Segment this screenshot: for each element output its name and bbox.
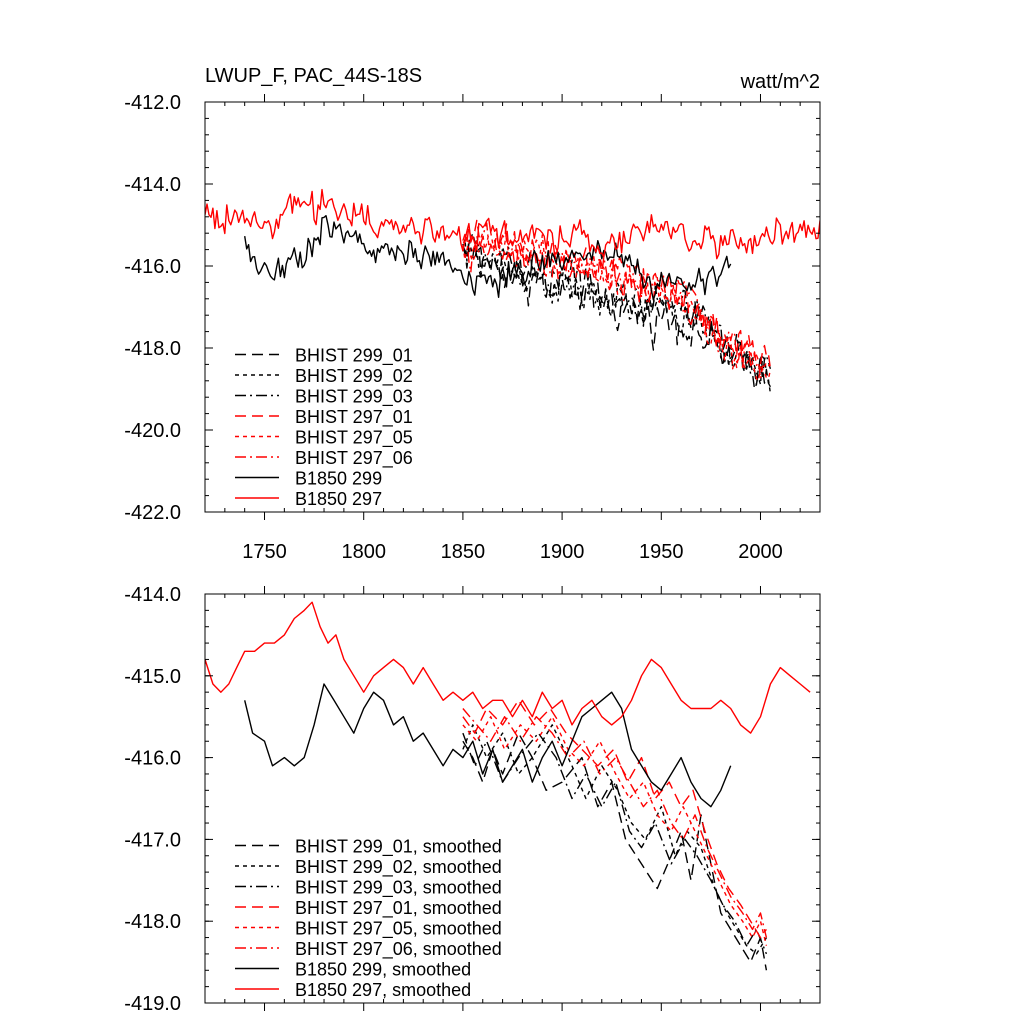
- x-tick-label: 1950: [639, 541, 684, 563]
- series-line: [462, 699, 767, 939]
- panel-1: -412.0 -414.0 -416.0 -418.0 -420.0 -422.0 1750…: [124, 65, 821, 563]
- series-line: [205, 601, 811, 734]
- y-tick-label: -412.0: [124, 92, 181, 114]
- plot-frame: [204, 593, 821, 1004]
- units-label: watt/m^2: [740, 71, 820, 93]
- y-tick-label: -415.0: [124, 666, 181, 688]
- series-group: [205, 188, 820, 394]
- y-tick-label: -418.0: [124, 911, 181, 933]
- y-tick-label: -417.0: [124, 829, 181, 851]
- y-tick-label: -418.0: [124, 338, 181, 360]
- y-tick-label: -416.0: [124, 748, 181, 770]
- series-line: [205, 188, 820, 260]
- legend-label: BHIST 297_01: [295, 407, 413, 428]
- legend-label: BHIST 299_03: [295, 387, 413, 408]
- x-tick-label: 1850: [441, 541, 486, 563]
- y-tick-label: -414.0: [124, 584, 181, 606]
- series-group: [205, 601, 811, 971]
- y-tick-label: -416.0: [124, 256, 181, 278]
- series-line: [462, 233, 772, 387]
- chart-title: LWUP_F, PAC_44S-18S: [205, 65, 422, 87]
- plot-frame: [204, 101, 821, 513]
- series-line: [462, 724, 767, 955]
- legend-label: BHIST 297_05: [295, 428, 413, 449]
- panel-2: -414.0 -415.0 -416.0 -417.0 -418.0 -419.0 BHIS…: [124, 584, 821, 1015]
- y-tick-label: -419.0: [124, 993, 181, 1015]
- series-line: [462, 708, 768, 938]
- legend-label: BHIST 299_02, smoothed: [295, 857, 502, 878]
- series-line: [244, 683, 732, 808]
- series-line: [462, 231, 772, 382]
- series-line: [462, 732, 768, 955]
- legend-label: BHIST 297_01, smoothed: [295, 898, 502, 919]
- y-tick-label: -414.0: [124, 174, 181, 196]
- series-line: [244, 215, 732, 301]
- legend-label: BHIST 299_01, smoothed: [295, 837, 502, 858]
- legend-label: BHIST 297_06, smoothed: [295, 939, 502, 960]
- x-tick-label: 2000: [738, 541, 783, 563]
- x-tick-label: 1750: [242, 541, 287, 563]
- legend-label: B1850 297: [295, 489, 382, 509]
- legend-label: BHIST 297_06: [295, 448, 413, 469]
- legend-label: B1850 299: [295, 469, 382, 489]
- legend-label: BHIST 299_03, smoothed: [295, 878, 502, 899]
- legend-label: BHIST 299_02: [295, 366, 413, 387]
- y-tick-label: -422.0: [124, 502, 181, 524]
- x-tick-label: 1800: [341, 541, 386, 563]
- series-line: [462, 732, 768, 971]
- series-line: [462, 219, 772, 369]
- x-tick-label: 1900: [540, 541, 585, 563]
- legend-label: BHIST 297_05, smoothed: [295, 919, 502, 940]
- legend-label: BHIST 299_01: [295, 346, 413, 367]
- legend-label: B1850 297, smoothed: [295, 980, 471, 1000]
- series-line: [462, 222, 772, 380]
- series-line: [462, 716, 768, 946]
- y-tick-label: -420.0: [124, 420, 181, 442]
- legend-label: B1850 299, smoothed: [295, 960, 471, 980]
